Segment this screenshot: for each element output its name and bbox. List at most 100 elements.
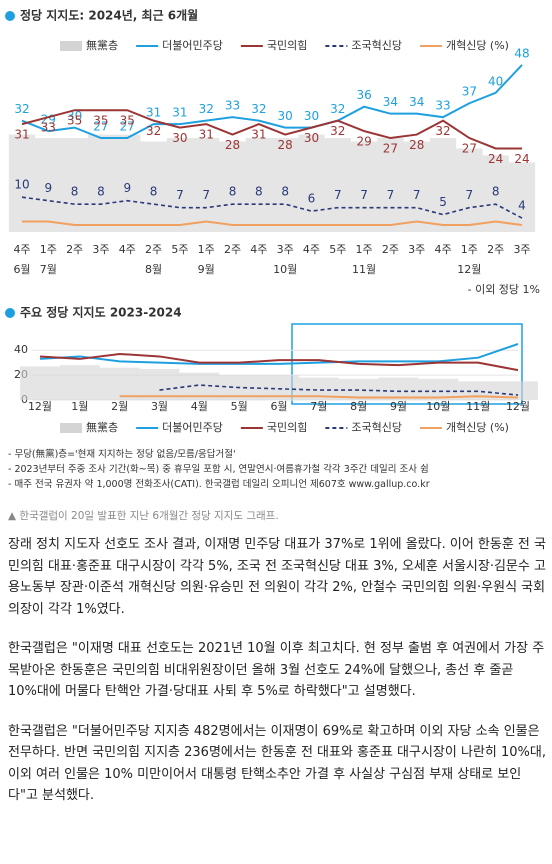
x-tick-label: 12월 [28,400,52,413]
value-label: 35 [120,114,135,128]
series-line [119,395,519,399]
chart-title: 정당 지지도: 2024년, 최근 6개월 [20,8,198,23]
area-band [35,138,62,232]
x-tick-label: 2주 [224,243,241,256]
value-label: 28 [225,138,240,152]
area-band [99,367,140,400]
charts: 정당 지지도: 2024년, 최근 6개월 주요 정당 지지도 2023-202… [5,8,540,434]
value-label: 7 [466,188,474,202]
x-tick-label: 4주 [119,243,136,256]
value-label: 27 [93,120,108,134]
month-label: 8월 [145,263,162,276]
value-label: 28 [278,138,293,152]
legend-label: 더불어민주당 [162,39,223,52]
paragraph: 한국갤럽은 "이재명 대표 선호도는 2021년 10월 이후 최고치다. 현 … [8,641,545,699]
value-label: 34 [409,95,424,109]
x-tick-label: 11월 [466,400,490,413]
caption: ▲ 한국갤럽이 20일 발표한 지난 6개월간 정당 지지도 그래프. [8,510,279,522]
area-band [20,366,60,400]
x-tick-label: 7월 [310,400,327,413]
value-label: 35 [67,114,82,128]
area-band [350,141,378,232]
area-band [403,141,430,232]
area-band [298,377,339,400]
x-tick-label: 4주 [303,243,320,256]
value-label: 30 [172,131,187,145]
x-tick-label: 3주 [513,243,530,256]
legend-label: 더불어민주당 [162,421,223,434]
value-label: 36 [356,88,371,102]
value-label: 27 [120,120,135,134]
x-tick-label: 1주 [461,243,478,256]
x-tick-label: 4월 [191,400,208,413]
area-band [508,162,536,232]
area-band [59,365,100,400]
x-tick-label: 2주 [66,243,83,256]
value-label: 33 [435,99,450,113]
series-line [39,343,519,365]
value-label: 32 [330,124,345,138]
value-label: 34 [383,95,398,109]
x-tick-label: 1주 [40,243,57,256]
legend-label: 개혁신당 (%) [446,421,509,434]
area-band [456,148,483,232]
title-icon [5,11,15,21]
value-label: 32 [146,124,161,138]
area-band [378,377,419,400]
area-band [377,138,404,232]
area-band [324,138,351,232]
month-label: 11월 [352,263,376,276]
value-label: 31 [14,128,29,142]
value-label: 35 [93,114,108,128]
value-label: 7 [176,188,184,202]
value-label: 32 [251,102,266,116]
value-label: 8 [150,185,158,199]
series-line [22,220,523,227]
x-tick-label: 5주 [329,243,346,256]
value-label: 27 [383,142,398,156]
footnote: - 매주 전국 유권자 약 1,000명 전화조사(CATI). 한국갤럽 데일… [8,479,430,490]
month-label: 10월 [273,263,297,276]
area-band [498,381,538,400]
footnotes: - 무당(無黨)층='현재 지지하는 정당 없음/모름/응답거절' - 2023… [8,447,548,492]
value-label: 33 [225,99,240,113]
area-band [8,134,36,232]
area-band [458,381,499,400]
area-band [61,138,88,232]
legend-swatch [60,41,82,51]
x-tick-label: 5월 [231,400,248,413]
legend-label: 無黨층 [86,420,118,434]
value-label: 10 [14,178,29,192]
x-tick-label: 2주 [382,243,399,256]
month-label: 9월 [198,263,215,276]
article: 장래 정치 지도자 선호도 조사 결과, 이재명 민주당 대표가 37%로 1위… [8,534,546,825]
value-label: 5 [439,195,447,209]
value-label: 31 [251,128,266,142]
value-label: 32 [435,124,450,138]
area-band [272,138,299,232]
chart-title: 주요 정당 지지도 2023-2024 [20,305,182,320]
value-label: 24 [488,152,503,166]
value-label: 30 [304,109,319,123]
legend-label: 개혁신당 (%) [446,39,509,52]
value-label: 31 [146,106,161,120]
value-label: 29 [356,135,371,149]
area-band [418,378,459,400]
value-label: 27 [462,142,477,156]
area-band [139,368,180,400]
value-label: 31 [199,128,214,142]
series-line [21,64,523,140]
x-tick-label: 12월 [506,400,530,413]
footnote: - 2023년부터 주중 조사 기간(화~목) 중 휴무일 포함 시, 연말연시… [8,464,429,475]
month-label: 7월 [40,263,57,276]
paragraph: 한국갤럽은 "더불어민주당 지지층 482명에서는 이재명이 69%로 확고하며… [8,723,546,804]
value-label: 24 [514,152,529,166]
y-tick-label: 40 [14,343,28,356]
value-label: 7 [413,188,421,202]
series-line [21,109,522,150]
x-tick-label: 4주 [13,243,30,256]
value-label: 32 [14,102,29,116]
note: - 이외 정당 1% [468,283,540,296]
legend-label: 조국혁신당 [351,39,402,52]
value-label: 28 [409,138,424,152]
